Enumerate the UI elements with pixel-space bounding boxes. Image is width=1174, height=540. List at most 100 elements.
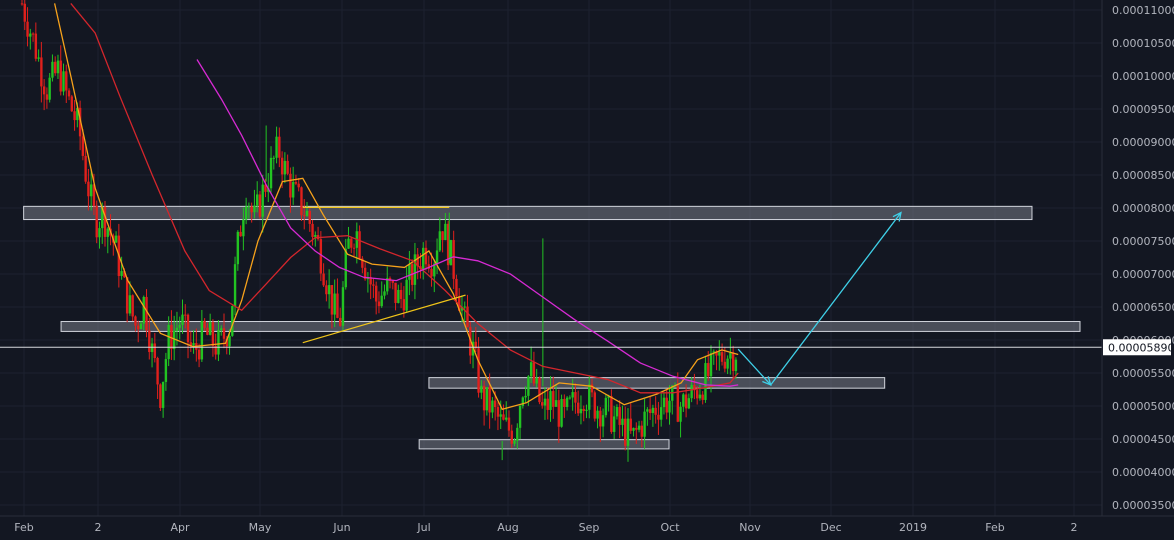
candle bbox=[701, 394, 704, 400]
time-tick-label: Oct bbox=[660, 521, 680, 534]
candle bbox=[485, 387, 489, 411]
candle bbox=[114, 235, 118, 243]
candle bbox=[698, 394, 702, 399]
candle bbox=[554, 400, 558, 407]
candle bbox=[527, 376, 530, 396]
price-tick-label: 0.00003500 bbox=[1112, 499, 1174, 512]
candle bbox=[128, 295, 132, 314]
price-axis[interactable]: 0.00011000 0.00010500 0.00010000 0.00009500… bbox=[1112, 4, 1174, 512]
candle bbox=[615, 407, 619, 417]
candle bbox=[45, 94, 49, 100]
candle bbox=[181, 314, 184, 325]
candle bbox=[225, 338, 228, 347]
candle bbox=[189, 342, 192, 346]
candle bbox=[341, 287, 345, 326]
candle bbox=[535, 377, 538, 384]
candle bbox=[369, 277, 372, 285]
candle bbox=[502, 414, 505, 420]
bottom-zone bbox=[418, 439, 670, 450]
candle bbox=[253, 205, 256, 213]
candle bbox=[311, 223, 314, 237]
candle bbox=[709, 353, 713, 377]
candle bbox=[712, 351, 715, 354]
candle bbox=[590, 384, 594, 393]
candle bbox=[565, 397, 569, 407]
candle bbox=[729, 352, 732, 359]
price-tick-label: 0.00007000 bbox=[1112, 268, 1174, 281]
candle bbox=[693, 385, 696, 391]
candle bbox=[491, 400, 494, 413]
candle bbox=[731, 352, 735, 372]
candle bbox=[42, 86, 46, 95]
candle bbox=[222, 328, 226, 339]
candle bbox=[272, 157, 276, 159]
candle bbox=[76, 107, 79, 121]
candle bbox=[463, 306, 466, 308]
candle bbox=[474, 341, 478, 349]
time-axis[interactable]: Feb 2 Apr May Jun Jul Aug Sep Oct Nov Dec 2019 Feb 2 bbox=[14, 521, 1077, 534]
candle bbox=[637, 425, 641, 430]
candle bbox=[98, 228, 101, 238]
candle bbox=[350, 238, 353, 248]
candle bbox=[386, 278, 389, 292]
candle bbox=[73, 111, 76, 121]
last-price-tag-bg bbox=[1103, 339, 1171, 356]
price-tick-label: 0.00009000 bbox=[1112, 136, 1174, 149]
candle bbox=[184, 314, 187, 316]
candle bbox=[159, 384, 162, 408]
candle bbox=[62, 71, 65, 92]
candle bbox=[480, 385, 483, 393]
resistance-zone bbox=[23, 205, 1033, 221]
candle bbox=[84, 155, 87, 182]
candle bbox=[646, 409, 649, 412]
time-tick-label: 2019 bbox=[899, 521, 927, 534]
candle bbox=[233, 264, 237, 307]
candle bbox=[684, 394, 688, 409]
candle bbox=[413, 254, 417, 285]
candle bbox=[153, 343, 157, 358]
candle bbox=[507, 417, 511, 431]
rising-trendline bbox=[302, 294, 466, 344]
candle bbox=[394, 282, 397, 303]
candle bbox=[632, 427, 635, 431]
candle bbox=[139, 323, 143, 330]
time-tick-label: Feb bbox=[985, 521, 1004, 534]
candle bbox=[659, 407, 663, 420]
candle bbox=[607, 396, 610, 398]
candle bbox=[593, 392, 596, 419]
candle bbox=[65, 71, 68, 91]
candle bbox=[662, 397, 666, 408]
candle bbox=[446, 223, 450, 266]
time-tick-label: May bbox=[249, 521, 272, 534]
candle bbox=[211, 322, 215, 346]
candle bbox=[493, 400, 497, 408]
candle bbox=[344, 248, 347, 288]
candle bbox=[308, 210, 311, 224]
time-tick-label: 2 bbox=[95, 521, 102, 534]
price-tick-label: 0.00005000 bbox=[1112, 400, 1174, 413]
projection-arrowhead-up bbox=[892, 211, 902, 222]
candle bbox=[552, 391, 555, 407]
candle bbox=[145, 296, 148, 331]
candle bbox=[576, 402, 580, 414]
candle bbox=[314, 234, 317, 237]
candle bbox=[89, 184, 93, 197]
candle bbox=[718, 352, 721, 356]
candle bbox=[635, 427, 638, 430]
candle bbox=[280, 157, 284, 175]
candle bbox=[161, 381, 165, 408]
ma-orange bbox=[53, 3, 739, 411]
price-tick-label: 0.00007500 bbox=[1112, 235, 1174, 248]
mid-zone bbox=[60, 321, 1081, 332]
candle bbox=[319, 239, 323, 274]
candle bbox=[51, 61, 54, 78]
candle bbox=[148, 330, 151, 353]
candle bbox=[125, 277, 129, 314]
candle bbox=[172, 330, 176, 350]
candle bbox=[518, 405, 522, 428]
candle bbox=[579, 408, 583, 414]
candle bbox=[239, 231, 242, 237]
candle bbox=[40, 57, 43, 87]
